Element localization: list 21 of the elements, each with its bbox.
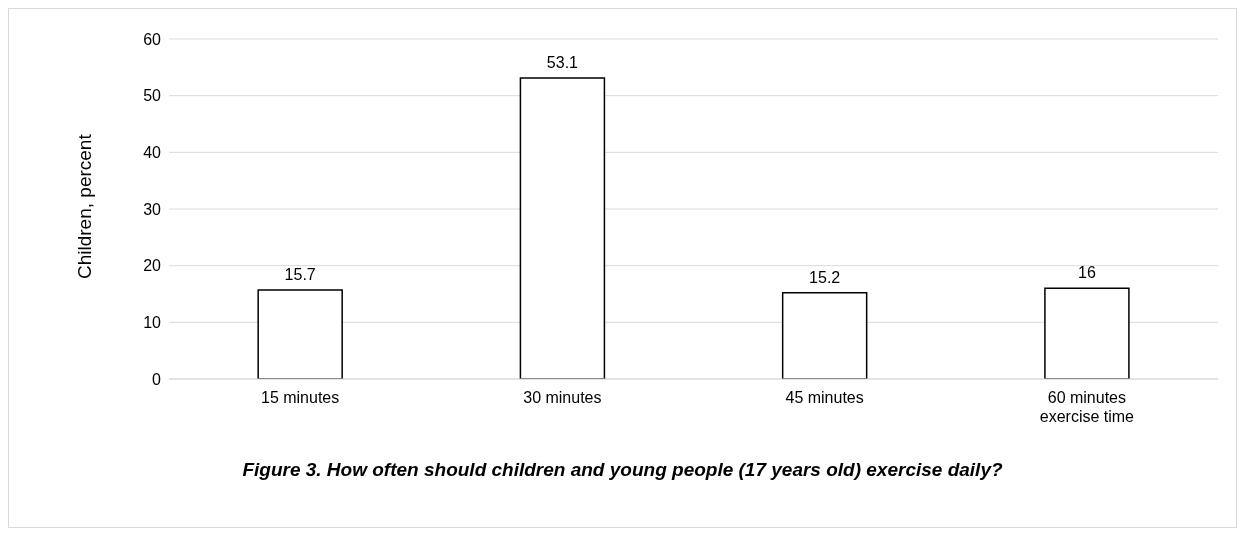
x-tick-label: 15 minutes: [260, 389, 340, 406]
data-label: 16: [1078, 264, 1096, 282]
y-tick-label: 10: [143, 314, 162, 332]
y-tick-label: 20: [143, 257, 162, 275]
data-label: 15.2: [809, 268, 841, 286]
bar: [519, 77, 606, 379]
x-tick-label: 45 minutes: [785, 389, 864, 406]
x-tick-label: 60 minutes exercise time: [1039, 389, 1135, 425]
text: Figure 3. How often should children and young people (17 years old) exercise daily?: [241, 459, 1004, 481]
data-label: 53.1: [546, 54, 579, 72]
y-tick-label: 50: [143, 87, 162, 105]
y-tick-label: 0: [152, 370, 162, 388]
bar: [257, 289, 343, 379]
y-tick-label: 30: [143, 200, 162, 218]
bar: [1044, 287, 1130, 379]
x-tick-label: 30 minutes: [523, 389, 602, 406]
data-label: 15.7: [284, 266, 316, 284]
y-axis-title: Children, percent: [73, 133, 95, 279]
bar: [781, 292, 868, 379]
y-tick-label: 40: [143, 144, 162, 162]
y-tick-label: 60: [143, 30, 162, 48]
